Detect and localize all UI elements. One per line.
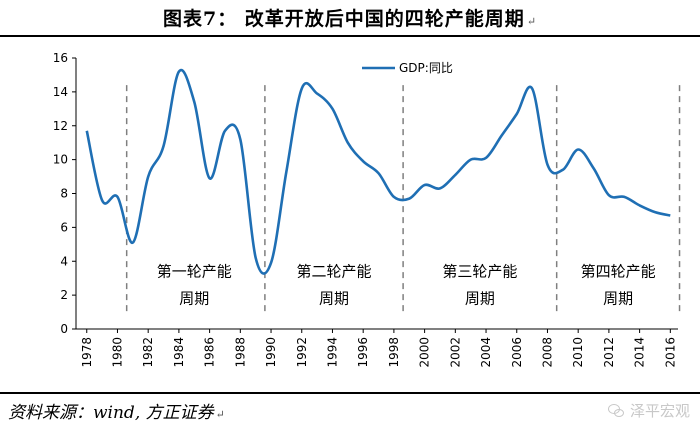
phase-label-line2: 周期 [603,290,633,308]
y-tick-label: 10 [53,153,68,167]
phase-label-line1: 第四轮产能 [581,262,656,280]
axes: 0 2 4 6 8 10 12 14 16 1978 1980 1982 1984 1986 1988 199… [53,51,678,368]
phase-label-line1: 第一轮产能 [157,262,232,280]
x-tick-label: 1994 [325,337,339,368]
legend-label: GDP:同比 [399,61,453,75]
x-tick-label: 1998 [387,337,401,368]
x-tick-label: 1978 [80,337,94,368]
y-tick-label: 14 [53,85,68,99]
watermark-text: 泽平宏观 [629,402,690,420]
y-tick-label: 2 [60,288,68,302]
phase-label-line1: 第三轮产能 [442,262,517,280]
return-mark-icon: ↵ [215,408,225,421]
chart-title-text: 图表7： 改革开放后中国的四轮产能周期 [162,8,525,30]
y-tick-label: 4 [60,254,68,268]
x-tick-label: 2002 [448,337,462,368]
series-group [85,68,671,275]
x-tick-label: 1988 [233,337,247,368]
x-tick-label: 2012 [602,337,616,368]
x-tick-label: 1996 [356,337,370,368]
x-tick-label: 2008 [540,337,554,368]
gdp-series-line [85,68,671,275]
phase-label-line2: 周期 [465,290,495,308]
phase-label-line1: 第二轮产能 [296,262,371,280]
chart-title: 图表7： 改革开放后中国的四轮产能周期 ↵ [0,4,700,31]
x-tick-label: 2016 [663,337,677,368]
wechat-icon [607,404,624,417]
top-rule [0,35,700,37]
x-tick-label: 1984 [172,337,186,368]
x-tick-label: 1986 [203,337,217,368]
x-tick-label: 1980 [110,337,124,368]
x-tick-label: 1982 [141,337,155,368]
legend: GDP:同比 [362,61,453,75]
y-tick-label: 0 [60,322,68,336]
y-tick-label: 6 [60,220,68,234]
phase-dividers [125,85,681,313]
y-tick-label: 16 [53,51,68,65]
x-tick-label: 1990 [264,337,278,368]
return-mark-icon: ↵ [526,15,538,28]
x-tick-label: 2004 [479,337,493,368]
x-tick-label: 1992 [295,337,309,368]
x-tick-label: 2006 [510,337,524,368]
watermark: 泽平宏观 [607,400,690,421]
x-tick-label: 2010 [571,337,585,368]
y-tick-label: 8 [60,187,68,201]
phase-label-line2: 周期 [319,290,349,308]
y-tick-label: 12 [53,119,68,133]
x-tick-label: 2014 [633,337,647,368]
phase-label-line2: 周期 [179,290,209,308]
source-note: 资料来源：wind, 方正证券 ↵ [8,398,225,423]
source-text: 资料来源：wind, 方正证券 [8,403,214,423]
bottom-rule [0,392,700,394]
x-tick-label: 2000 [418,337,432,368]
